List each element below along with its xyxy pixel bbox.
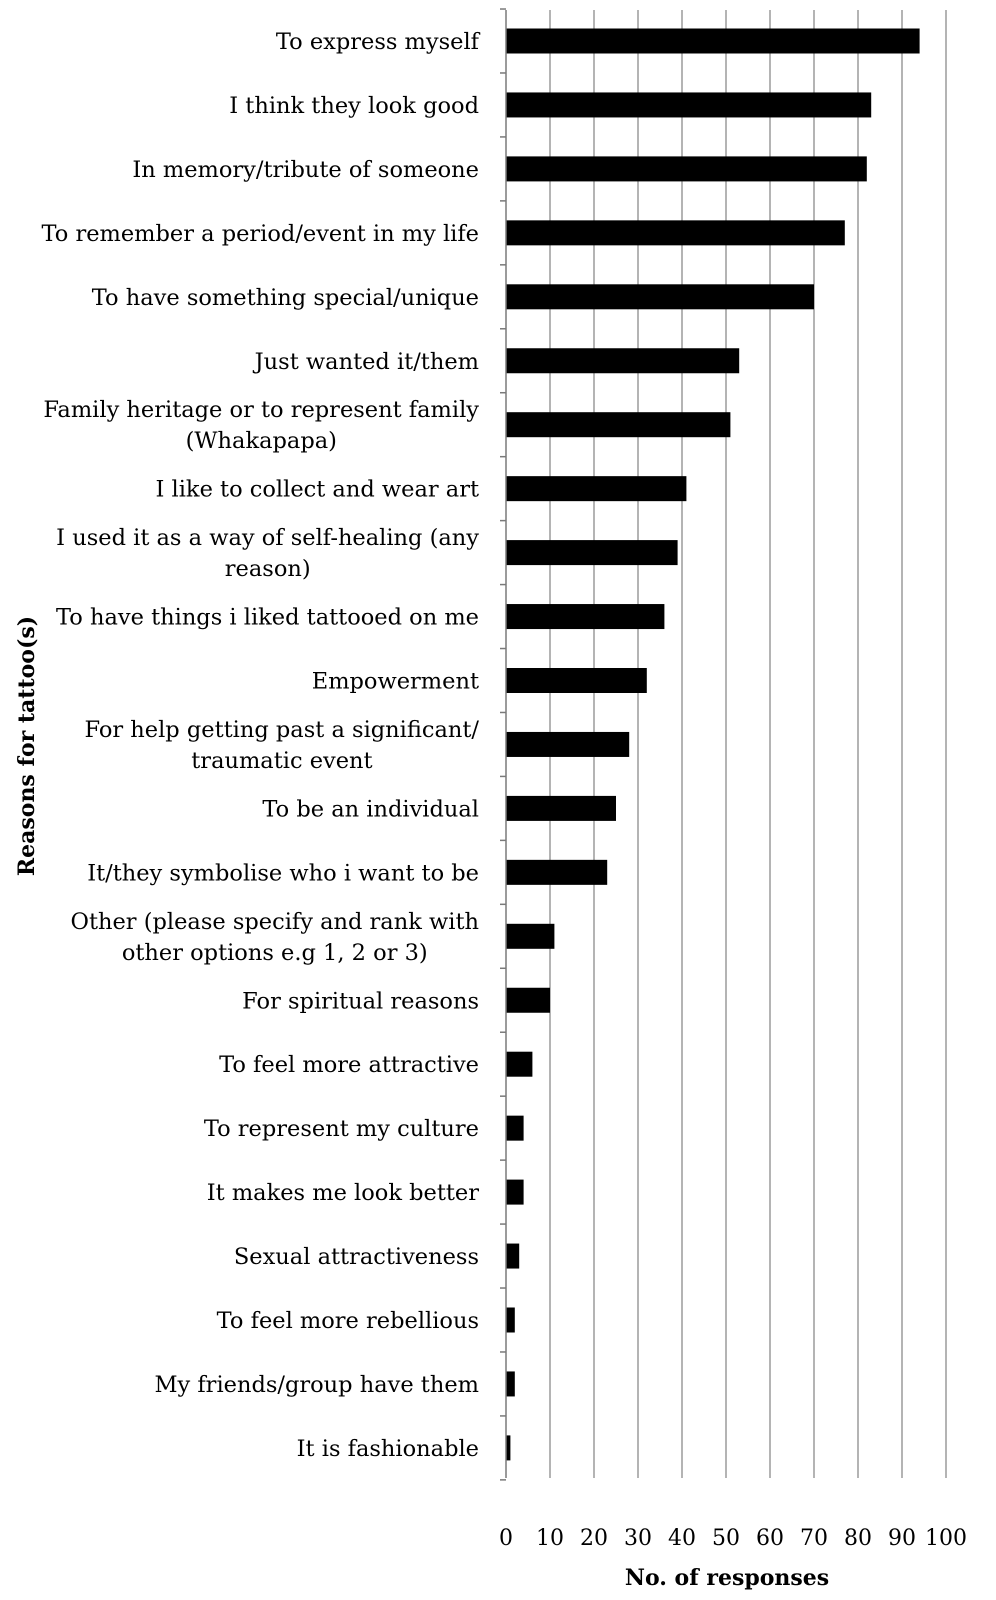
category-label: I like to collect and wear art [156, 477, 480, 503]
category-label: In memory/tribute of someone [132, 157, 479, 183]
bar [506, 348, 740, 374]
bar [506, 923, 555, 949]
category-label: It makes me look better [207, 1180, 479, 1206]
category-label: To remember a period/event in my life [41, 221, 479, 247]
category-label: To be an individual [262, 796, 479, 822]
x-tick-label: 60 [756, 1526, 784, 1551]
bar [506, 668, 647, 693]
category-label: Just wanted it/them [253, 349, 479, 375]
x-tick-label: 0 [499, 1526, 513, 1551]
category-label: reason) [225, 556, 311, 582]
category-label: It/they symbolise who i want to be [87, 860, 479, 886]
bar [506, 1307, 515, 1333]
category-label: I think they look good [229, 93, 479, 119]
bar [506, 540, 678, 566]
category-label: Other (please specify and rank with [71, 909, 479, 935]
bar [506, 92, 872, 118]
y-axis [500, 8, 507, 1481]
y-axis-title: Reasons for tattoo(s) [14, 616, 40, 876]
x-axis-title: No. of responses [625, 1565, 829, 1591]
category-label: To represent my culture [204, 1116, 479, 1142]
x-tick-labels: 0 10 20 30 40 50 60 70 80 90 100 [499, 1526, 967, 1551]
bar [506, 795, 616, 821]
x-tick-label: 70 [800, 1526, 828, 1551]
bar [506, 1051, 533, 1077]
x-tick-label: 40 [668, 1526, 696, 1551]
category-label: To feel more attractive [219, 1052, 479, 1078]
bar [506, 1115, 524, 1141]
bar [506, 28, 920, 54]
gridlines [549, 10, 947, 1478]
category-label: To have something special/unique [92, 285, 479, 311]
bar [506, 604, 665, 630]
category-label: To feel more rebellious [217, 1308, 479, 1334]
category-label: traumatic event [191, 748, 372, 774]
bar [506, 1435, 511, 1461]
bar [506, 476, 687, 502]
category-label: (Whakapapa) [186, 428, 337, 454]
category-label: Family heritage or to represent family [43, 397, 479, 423]
category-label: Empowerment [312, 669, 479, 695]
category-labels: To express myself I think they look good I… [41, 29, 480, 1462]
category-label: For help getting past a significant/ [84, 717, 479, 743]
category-label: Sexual attractiveness [234, 1244, 479, 1270]
category-label: My friends/group have them [154, 1372, 479, 1398]
x-tick-label: 10 [536, 1526, 564, 1551]
bar [506, 987, 550, 1013]
x-tick-label: 20 [580, 1526, 608, 1551]
x-tick-label: 50 [712, 1526, 740, 1551]
bar [506, 220, 845, 246]
bar [506, 1179, 524, 1205]
category-label: I used it as a way of self-healing (any [56, 525, 479, 551]
bar [506, 731, 630, 757]
category-label: To express myself [276, 29, 481, 55]
category-label: To have things i liked tattooed on me [56, 605, 479, 631]
bar [506, 1371, 515, 1397]
category-label: For spiritual reasons [242, 988, 479, 1014]
category-label: It is fashionable [297, 1436, 479, 1462]
bar [506, 859, 608, 885]
x-tick-label: 100 [925, 1526, 967, 1551]
bar [506, 1243, 520, 1269]
x-tick-label: 90 [888, 1526, 916, 1551]
x-tick-label: 30 [624, 1526, 652, 1551]
bar [506, 156, 867, 182]
bar [506, 412, 731, 438]
bars [506, 28, 920, 1461]
x-tick-label: 80 [844, 1526, 872, 1551]
category-label: other options e.g 1, 2 or 3) [122, 940, 428, 966]
bar [506, 284, 814, 310]
